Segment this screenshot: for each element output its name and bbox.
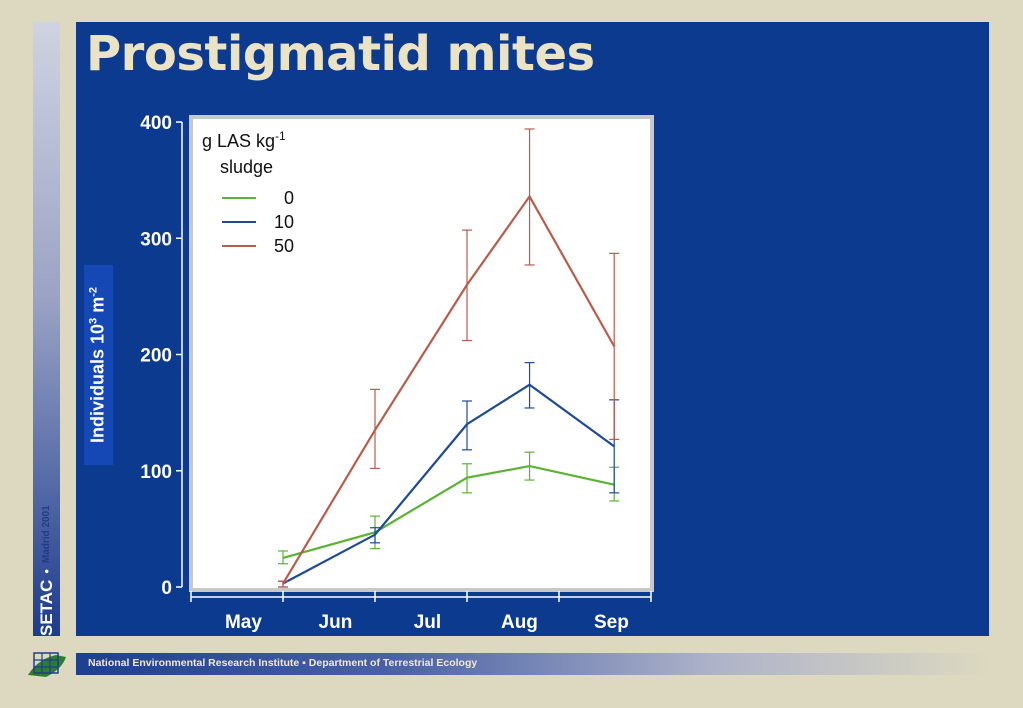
legend-label: 10 — [274, 212, 294, 232]
y-tick-label: 100 — [140, 462, 172, 483]
y-tick-label: 200 — [140, 346, 172, 367]
y-axis-label-box — [84, 265, 113, 465]
y-tick-label: 0 — [161, 578, 172, 599]
legend-label: 0 — [284, 188, 294, 208]
legend-title: g LAS kg-1 — [202, 129, 286, 151]
sidebar-band — [33, 22, 60, 636]
footer-text: National Environmental Research Institut… — [88, 657, 478, 669]
x-tick-label: Sep — [594, 612, 629, 633]
slide-title: Prostigmatid mites — [86, 26, 595, 82]
plot-area — [189, 115, 654, 592]
y-tick-label: 300 — [140, 229, 172, 250]
legend-label: 50 — [274, 236, 294, 256]
x-tick-label: Aug — [501, 612, 538, 633]
legend-title-sup: -1 — [275, 129, 286, 143]
institute-logo-icon — [28, 652, 66, 677]
x-tick-label: May — [225, 612, 262, 633]
x-tick-label: Jun — [319, 612, 353, 633]
footer-bar — [76, 653, 989, 675]
x-tick-label: Jul — [414, 612, 441, 633]
legend-subtitle: sludge — [220, 157, 273, 177]
y-tick-label: 400 — [140, 113, 172, 134]
